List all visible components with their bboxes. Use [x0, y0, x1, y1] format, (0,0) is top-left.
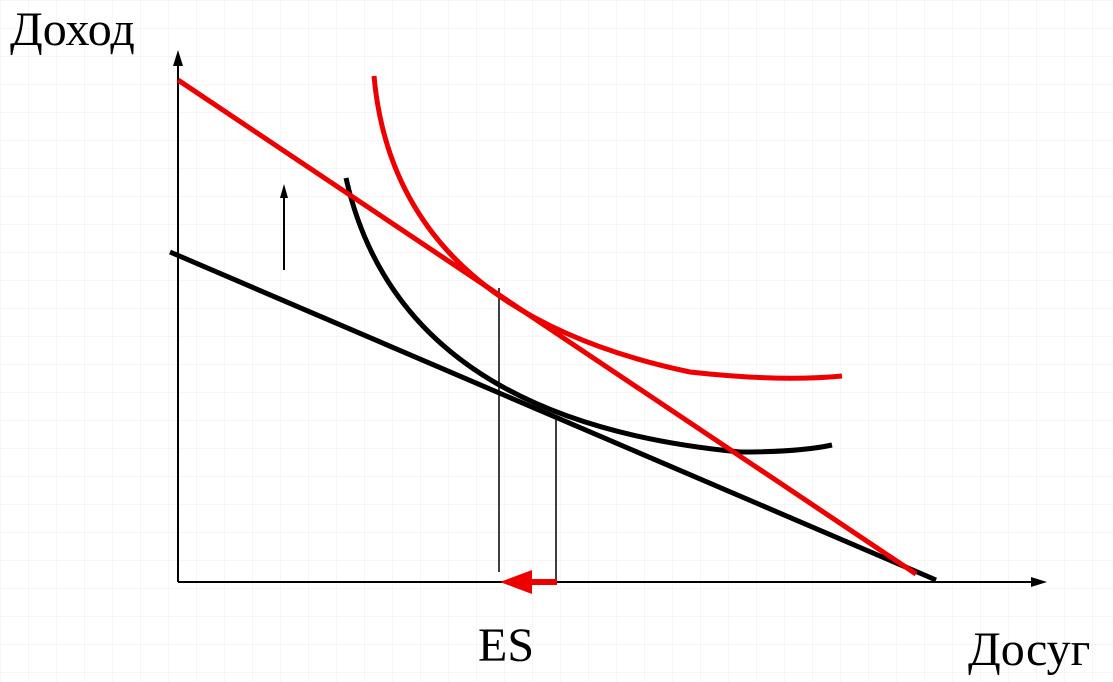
left-arrow-icon [500, 570, 557, 594]
effect-label: ES [478, 619, 535, 672]
new-budget-line [176, 77, 918, 577]
y-axis-label: Доход [10, 3, 135, 56]
x-axis-arrowhead [1031, 577, 1047, 587]
y-axis-arrowhead [173, 50, 183, 66]
initial-indifference-curve [343, 177, 833, 455]
up-arrow-icon [280, 184, 288, 270]
x-axis-label: Досуг [968, 623, 1091, 676]
new-indifference-curve [371, 75, 843, 381]
initial-budget-line [169, 249, 937, 583]
